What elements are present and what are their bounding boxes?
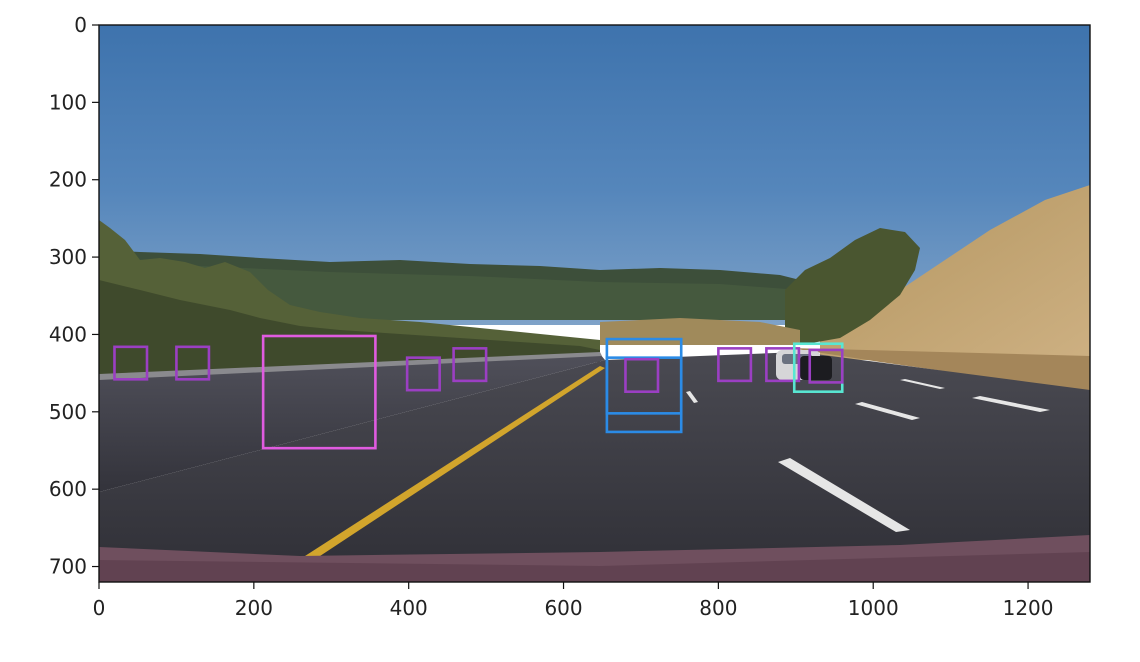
hill-right [820,185,1090,360]
y-tick-label-600: 600 [49,477,87,501]
detection-boxes [113,334,844,450]
detection-box-1 [113,345,149,381]
x-tick-label-1200: 1200 [1003,596,1054,620]
x-tick-label-600: 600 [544,596,582,620]
detection-box-3 [261,334,377,450]
x-tick-label-0: 0 [93,596,106,620]
detection-box-8 [624,357,660,393]
detection-box-7 [605,356,683,434]
trees-left-dark [99,280,600,380]
road-surface [99,352,1090,582]
y-tick-label-300: 300 [49,245,87,269]
barrier-wall [99,354,605,492]
x-tick-label-200: 200 [235,596,273,620]
axes-frame [98,24,1091,583]
y-tick-label-700: 700 [49,555,87,579]
y-tick-label-400: 400 [49,322,87,346]
detection-box-2 [175,345,211,381]
detection-box-10 [765,347,801,383]
y-tick-label-200: 200 [49,168,87,192]
yellow-lane-line [305,366,605,556]
barrier-top [99,352,602,380]
y-tick-label-100: 100 [49,90,87,114]
detection-box-12 [808,348,844,384]
detection-box-4 [405,356,441,392]
y-tick-label-500: 500 [49,400,87,424]
x-axis: 0 200 400 600 800 1000 1200 [93,582,1054,620]
road-photo [99,25,1090,582]
x-tick-label-400: 400 [390,596,428,620]
x-tick-label-800: 800 [699,596,737,620]
x-tick-label-1000: 1000 [848,596,899,620]
trees-right [785,228,920,345]
detection-box-5 [452,347,488,383]
lane-dashes [686,379,1050,532]
y-axis: 0 100 200 300 400 500 600 700 [49,13,99,579]
detection-box-9 [717,347,753,383]
y-tick-label-0: 0 [74,13,87,37]
dashboard-shade [99,552,1090,582]
